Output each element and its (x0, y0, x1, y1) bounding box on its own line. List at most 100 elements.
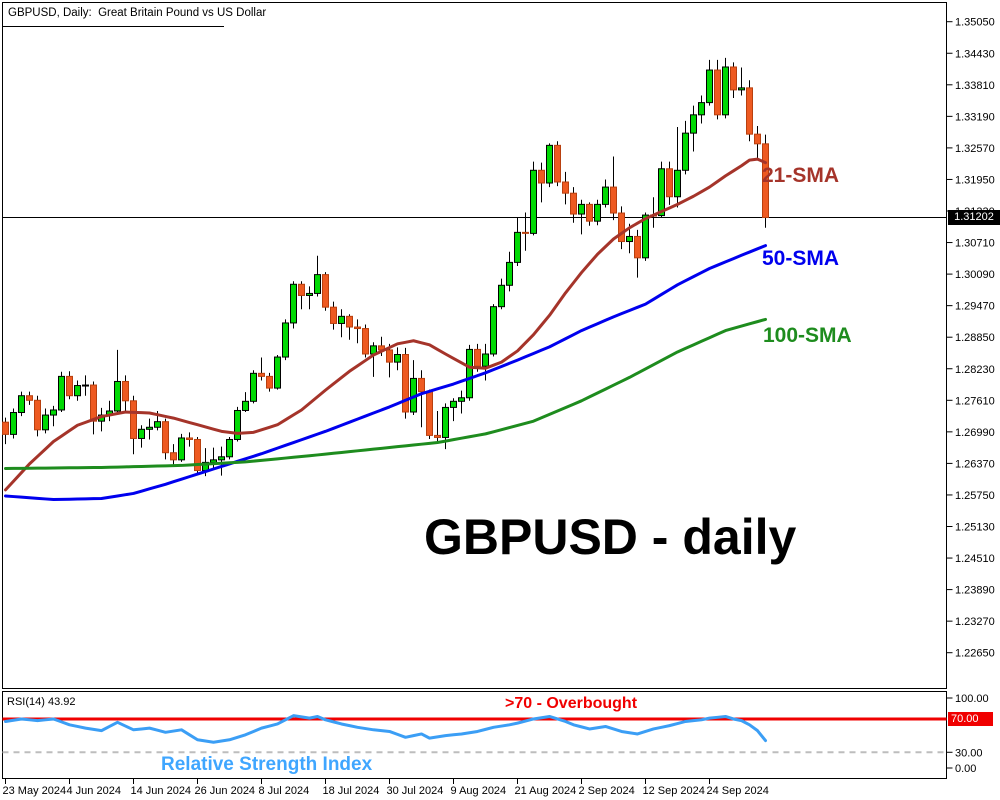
candle-body (682, 132, 689, 171)
rsi-tick-label: 100.00 (955, 693, 989, 705)
rsi-tick-label: 30.00 (955, 747, 983, 759)
candle-body (610, 186, 617, 214)
candle-body (234, 409, 241, 440)
candle-body (506, 261, 513, 286)
candle-body (746, 87, 753, 135)
price-tick-label: 1.28850 (955, 332, 995, 344)
price-tick-label: 1.29470 (955, 301, 995, 313)
sma-line-50-sma (4, 244, 767, 502)
candle-body (450, 400, 457, 408)
price-tick-label: 1.30710 (955, 238, 995, 250)
price-tick-label: 1.28230 (955, 364, 995, 376)
candle-body (594, 203, 601, 222)
candle-body (722, 66, 729, 116)
price-tick-label: 1.23890 (955, 585, 995, 597)
rsi-indicator-value-label: RSI(14) 43.92 (7, 696, 76, 708)
price-tick-label: 1.35050 (955, 17, 995, 29)
candle-body (250, 372, 257, 402)
candle-body (562, 181, 569, 194)
candle-body (242, 400, 249, 411)
date-tick-label: 24 Sep 2024 (707, 785, 769, 797)
candle-body (602, 186, 609, 205)
candle-body (114, 380, 121, 412)
symbol-title: GBPUSD, Daily: Great Britain Pound vs US… (8, 7, 267, 19)
overbought-annotation: >70 - Overbought (505, 695, 638, 712)
candle-body (514, 231, 521, 263)
candle-body (42, 414, 49, 431)
candle-body (634, 235, 641, 259)
candle-body (2, 421, 9, 435)
price-panel-border (2, 2, 947, 689)
candle-body (66, 375, 73, 397)
candle-body (402, 354, 409, 413)
rsi-overbought-level-tag: 70.00 (948, 712, 993, 726)
candle-body (386, 349, 393, 363)
candle-body (266, 375, 273, 389)
candle-body (130, 400, 137, 439)
candle-body (274, 356, 281, 389)
candle-body (434, 434, 441, 438)
candle-body (178, 437, 185, 461)
candle-body (626, 235, 633, 243)
candle-body (258, 372, 265, 377)
candle-body (154, 421, 161, 428)
candle-body (290, 283, 297, 324)
candle-body (122, 380, 129, 402)
price-tick-label: 1.30090 (955, 269, 995, 281)
candle-body (578, 203, 585, 215)
candle-body (170, 452, 177, 461)
price-tick-label: 1.32570 (955, 143, 995, 155)
date-tick-label: 2 Sep 2024 (579, 785, 635, 797)
date-tick-label: 30 Jul 2024 (387, 785, 444, 797)
price-tick-label: 1.25750 (955, 490, 995, 502)
sma50-label: 50-SMA (762, 247, 840, 270)
rsi-title-annotation: Relative Strength Index (161, 754, 373, 775)
candle-body (306, 292, 313, 296)
date-tick-label: 23 May 2024 (3, 785, 67, 797)
rsi-panel-border (2, 691, 947, 779)
candle-body (314, 274, 321, 294)
candle-body (690, 114, 697, 134)
candle-body (146, 426, 153, 430)
candle-body (90, 384, 97, 422)
price-tick-label: 1.31950 (955, 174, 995, 186)
sma-line-100-sma (4, 317, 767, 470)
candle-body (586, 203, 593, 222)
candle-body (426, 391, 433, 436)
candle-body (458, 397, 465, 402)
candle-body (546, 144, 553, 184)
candle-body (74, 385, 81, 397)
candle-body (226, 438, 233, 458)
candle-body (162, 421, 169, 454)
candle-body (282, 322, 289, 358)
price-tick-label: 1.33190 (955, 111, 995, 123)
date-tick-label: 9 Aug 2024 (451, 785, 507, 797)
candle-body (218, 456, 225, 461)
candle-body (210, 459, 217, 463)
candle-body (706, 69, 713, 104)
candle-body (658, 168, 665, 217)
date-tick-label: 8 Jul 2024 (259, 785, 310, 797)
price-tick-label: 1.27610 (955, 395, 995, 407)
candle-body (666, 168, 673, 198)
candle-body (698, 102, 705, 116)
candle-body (530, 169, 537, 234)
candle-body (618, 212, 625, 243)
candle-body (34, 399, 41, 431)
price-tick-label: 1.26990 (955, 427, 995, 439)
candle-body (82, 384, 89, 387)
candle-body (738, 87, 745, 91)
candle-body (418, 377, 425, 393)
candle-body (490, 306, 497, 355)
candle-body (762, 143, 769, 219)
price-tick-label: 1.33810 (955, 80, 995, 92)
sma100-label: 100-SMA (763, 324, 852, 347)
candle-body (554, 144, 561, 183)
price-tick-label: 1.26370 (955, 458, 995, 470)
candle-body (482, 353, 489, 367)
candle-body (138, 428, 145, 439)
candle-body (330, 306, 337, 324)
date-tick-label: 4 Jun 2024 (67, 785, 121, 797)
